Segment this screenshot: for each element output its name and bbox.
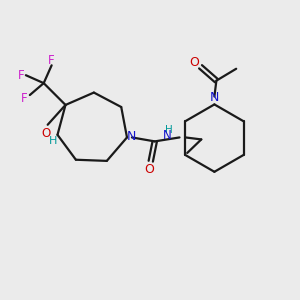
Text: N: N	[210, 91, 219, 104]
Text: F: F	[48, 54, 55, 67]
Text: F: F	[21, 92, 27, 106]
Text: O: O	[144, 163, 154, 176]
Text: O: O	[190, 56, 200, 69]
Text: H: H	[165, 125, 173, 136]
Text: O: O	[41, 127, 50, 140]
Text: H: H	[48, 136, 57, 146]
Text: F: F	[18, 69, 24, 82]
Text: N: N	[126, 130, 136, 143]
Text: N: N	[163, 129, 172, 142]
